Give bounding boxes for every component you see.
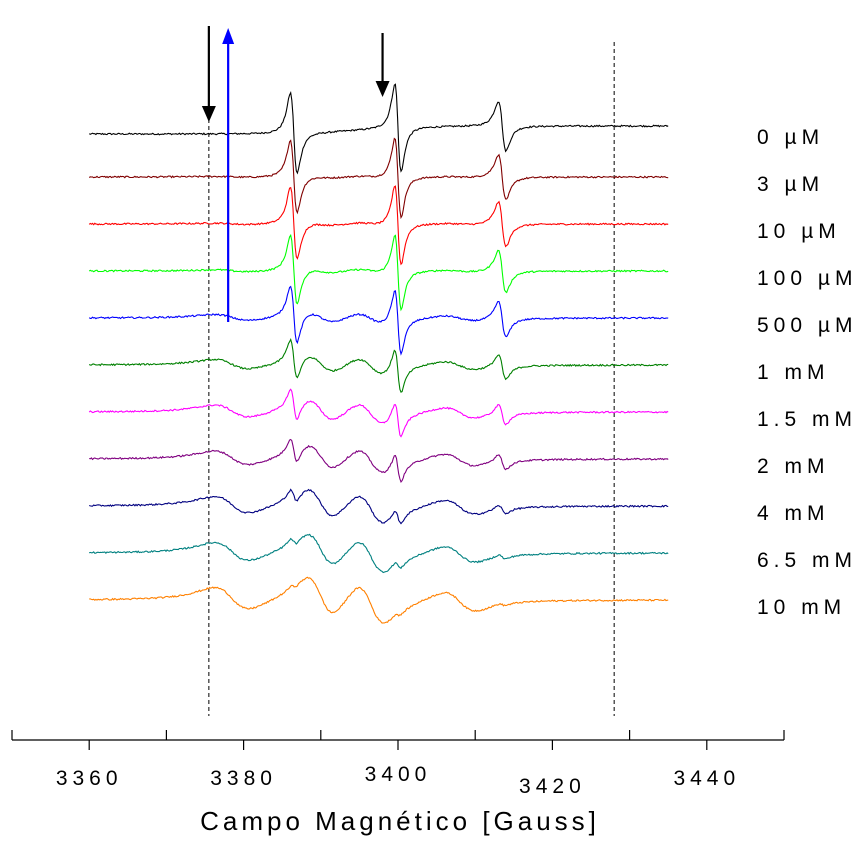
spectrum-trace: [89, 576, 669, 624]
x-tick-label: 3360: [56, 767, 123, 790]
spectrum-trace: [89, 488, 669, 525]
reference-lines: [208, 42, 615, 716]
concentration-label: 0 µM: [757, 126, 824, 149]
concentration-label: 500 µM: [757, 314, 857, 337]
spectrum-trace: [88, 388, 669, 438]
spectrum-trace: [88, 233, 669, 312]
x-tick-label: 3420: [519, 775, 586, 798]
concentration-labels: 0 µM 3 µM 10 µM 100 µM 500 µM 1 mM 1.5 mM 2 mM 4…: [757, 126, 857, 619]
concentration-label: 10 µM: [757, 220, 841, 243]
concentration-label: 4 mM: [757, 502, 830, 525]
spectrum-trace: [89, 533, 669, 574]
x-tick-label: 3440: [673, 767, 740, 790]
spectrum-trace: [89, 438, 669, 483]
spectra-traces: [88, 83, 669, 624]
x-axis: 3360 3380 3400 3420 3440: [11, 730, 785, 798]
spectrum-trace: [88, 185, 669, 266]
x-tick-label: 3400: [365, 763, 432, 786]
spectrum-trace: [88, 83, 669, 175]
x-axis-title: Campo Magnético [Gauss]: [200, 806, 600, 836]
arrow-down-head: [375, 81, 390, 97]
concentration-label: 10 mM: [757, 596, 846, 619]
spectrum-trace: [88, 137, 669, 220]
concentration-label: 1 mM: [757, 361, 830, 384]
spectrum-trace: [88, 285, 669, 356]
concentration-label: 2 mM: [757, 455, 830, 478]
concentration-label: 100 µM: [757, 267, 857, 290]
concentration-label: 6.5 mM: [757, 549, 857, 572]
annotation-arrows: [201, 26, 390, 322]
arrow-down-head: [201, 106, 216, 122]
concentration-label: 3 µM: [757, 173, 824, 196]
spectrum-trace: [88, 337, 669, 393]
arrow-up-head: [222, 28, 235, 44]
x-tick-label: 3380: [210, 767, 277, 790]
concentration-label: 1.5 mM: [757, 408, 857, 431]
